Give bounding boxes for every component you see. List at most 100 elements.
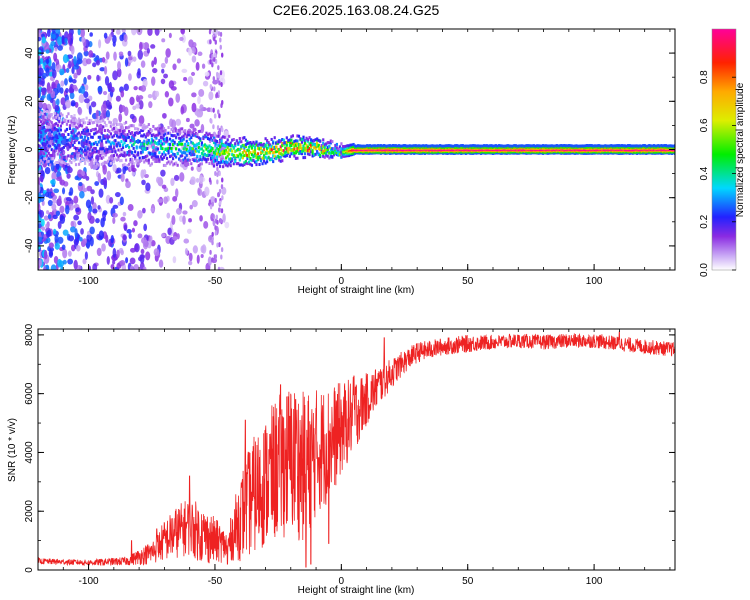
spectrogram-cell <box>52 136 55 140</box>
spectrogram-cell <box>84 148 87 152</box>
spectrogram-cell <box>308 142 311 146</box>
spectrogram-cell <box>619 144 622 148</box>
spectrogram-cell <box>84 150 87 154</box>
spectrogram-cell <box>65 196 72 202</box>
spectrogram-cell <box>124 136 128 140</box>
spectrogram-cell <box>204 186 210 197</box>
spectrogram-cell <box>652 145 655 149</box>
spectrogram-cell <box>335 142 338 146</box>
spectrogram-cell <box>431 150 434 154</box>
spectrogram-cell <box>208 91 214 101</box>
spectrogram-cell <box>437 144 440 148</box>
spectrogram-cell <box>234 142 237 146</box>
spectrogram-cell <box>163 196 168 204</box>
spectrogram-cell <box>228 157 231 161</box>
spectrogram-cell <box>123 83 129 92</box>
spectrogram-cell <box>140 129 143 133</box>
spectrogram-cell <box>276 140 279 144</box>
spectrogram-cell <box>164 91 170 98</box>
spectrogram-cell <box>411 144 414 148</box>
spectrogram-cell <box>384 144 387 148</box>
spectrogram-cell <box>240 153 243 157</box>
spectrogram-cell <box>108 120 111 124</box>
spectrogram-cell <box>65 88 69 94</box>
spectrogram-cell <box>269 150 272 154</box>
spectrogram-cell <box>350 145 354 149</box>
spectrogram-cell <box>126 150 129 154</box>
spectrogram-cell <box>138 256 143 262</box>
spectrogram-cell <box>589 149 592 153</box>
spectrogram-cell <box>209 156 213 160</box>
spectrogram-cell <box>181 154 184 158</box>
spectrogram-cell <box>212 141 216 145</box>
spectrogram-cell <box>132 133 135 137</box>
spectrogram-cell <box>128 125 131 129</box>
spectrogram-cell <box>117 122 120 126</box>
spectrogram-cell <box>306 148 310 152</box>
spectrogram-cell <box>519 144 522 148</box>
spectrogram-cell <box>211 213 214 219</box>
spectrogram-cell <box>203 134 207 138</box>
spectrogram-cell <box>219 139 222 143</box>
spectrogram-cell <box>84 132 87 136</box>
spectrogram-cell <box>128 145 131 149</box>
spectrogram-cell <box>303 139 307 143</box>
spectrogram-cell <box>137 139 140 143</box>
spectrogram-cell <box>162 137 166 141</box>
spectrogram-cell <box>193 133 196 137</box>
spectrogram-cell <box>147 161 150 165</box>
spectrogram-cell <box>132 56 137 62</box>
spectrogram-cell <box>162 163 166 167</box>
spectrogram-cell <box>120 90 125 98</box>
spectrogram-cell <box>125 180 131 189</box>
spectrogram-cell <box>65 127 69 131</box>
spectrogram-cell <box>41 122 44 126</box>
spectrogram-cell <box>310 143 313 147</box>
spectrogram-cell <box>142 207 146 214</box>
spectrogram-cell <box>41 151 44 155</box>
spectrogram-cell <box>610 144 613 148</box>
spectrogram-cell <box>94 159 97 163</box>
spectrogram-cell <box>473 144 476 148</box>
spectrogram-cell <box>117 148 120 152</box>
spectrogram-cell <box>532 147 536 151</box>
spectrogram-cell <box>249 162 252 166</box>
spectrogram-cell <box>235 162 238 166</box>
spectrogram-cell <box>525 145 528 149</box>
spectrogram-cell <box>181 159 184 163</box>
spectrogram-cell <box>428 144 431 148</box>
spectrogram-cell <box>55 161 58 165</box>
spectrogram-cell <box>188 132 191 136</box>
spectrogram-cell <box>56 143 59 147</box>
spectrogram-cell <box>237 162 240 166</box>
spectrogram-cell <box>90 129 93 133</box>
spectrogram-cell <box>73 152 76 156</box>
spectrogram-cell <box>322 141 325 145</box>
spectrogram-cell <box>150 134 153 138</box>
spectrogram-cell <box>97 129 100 133</box>
spectrogram-cell <box>103 65 108 75</box>
spectrogram-cell <box>231 149 234 153</box>
spectrogram-cell <box>146 154 149 158</box>
spectrogram-cell <box>44 166 51 175</box>
spectrogram-cell <box>269 143 272 147</box>
x-tick-label: 100 <box>586 276 603 287</box>
spectrogram-cell <box>79 85 86 94</box>
spectrogram-cell <box>112 154 116 158</box>
spectrogram-cell <box>185 153 188 157</box>
spectrogram-cell <box>111 157 114 161</box>
spectrogram-cell <box>78 94 85 104</box>
spectrogram-cell <box>391 144 395 148</box>
spectrogram-cell <box>202 137 205 141</box>
spectrogram-cell <box>85 129 88 133</box>
spectrogram-cell <box>264 137 267 141</box>
spectrogram-cell <box>253 148 257 152</box>
spectrogram-cell <box>217 147 220 151</box>
spectrogram-cell <box>168 32 172 39</box>
spectrogram-cell <box>238 158 241 162</box>
spectrogram-cell <box>124 57 129 67</box>
spectrogram-cell <box>228 148 231 152</box>
spectrogram-cell <box>438 144 442 148</box>
spectrogram-cell <box>57 45 63 51</box>
spectrogram-cell <box>299 145 302 149</box>
